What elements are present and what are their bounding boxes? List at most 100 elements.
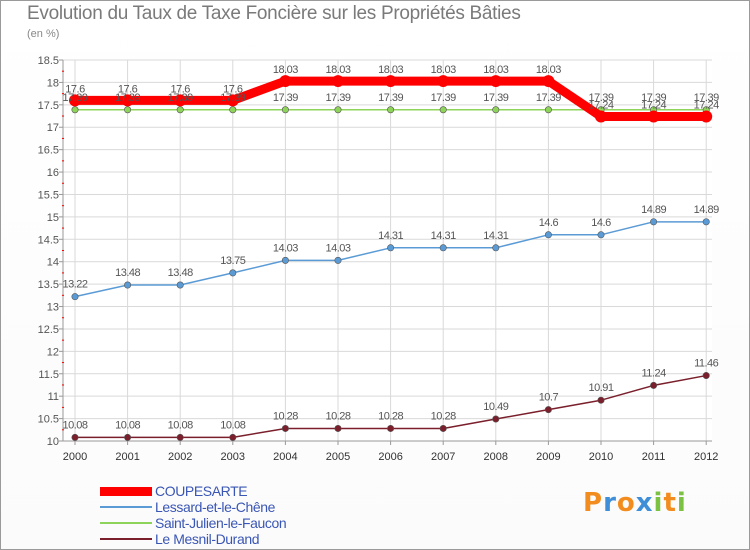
data-label: 14.03 bbox=[273, 242, 298, 254]
brand-letter: i bbox=[653, 488, 664, 518]
data-label: 17.39 bbox=[168, 92, 193, 104]
data-label: 17.39 bbox=[325, 92, 350, 104]
chart-title: Evolution du Taux de Taxe Foncière sur l… bbox=[27, 3, 521, 24]
data-point bbox=[650, 218, 658, 226]
data-label: 17.39 bbox=[378, 92, 403, 104]
x-tick-label: 2001 bbox=[115, 451, 139, 463]
data-label: 10.28 bbox=[273, 410, 298, 422]
x-tick-label: 2004 bbox=[273, 451, 297, 463]
data-point bbox=[492, 106, 500, 114]
data-point bbox=[334, 106, 342, 114]
data-label: 17.39 bbox=[273, 92, 298, 104]
brand-letter: r bbox=[603, 488, 617, 518]
data-point bbox=[700, 110, 713, 123]
data-label: 17.39 bbox=[641, 92, 666, 104]
data-label: 17.39 bbox=[588, 92, 613, 104]
data-label: 13.22 bbox=[62, 279, 87, 291]
y-tick-label: 15.5 bbox=[38, 189, 59, 201]
data-point bbox=[597, 231, 605, 239]
data-point bbox=[489, 75, 502, 88]
data-point bbox=[544, 106, 552, 114]
legend-item: COUPESARTE bbox=[100, 483, 400, 499]
y-tick-label: 16 bbox=[47, 167, 59, 179]
data-label: 17.6 bbox=[223, 83, 243, 95]
data-point bbox=[492, 415, 500, 423]
data-point bbox=[492, 244, 500, 252]
legend-item: Le Mesnil-Durand bbox=[100, 531, 400, 547]
data-label: 18.03 bbox=[536, 64, 561, 76]
y-tick-label: 14 bbox=[47, 257, 59, 269]
data-point bbox=[281, 256, 289, 264]
data-point bbox=[71, 433, 79, 441]
brand-letter: i bbox=[676, 488, 687, 518]
y-tick-label: 11 bbox=[48, 391, 59, 403]
y-tick-label: 14.5 bbox=[38, 234, 59, 246]
data-label: 10.28 bbox=[325, 410, 350, 422]
data-label: 14.31 bbox=[483, 230, 508, 242]
y-tick-label: 11.5 bbox=[38, 369, 59, 381]
data-point bbox=[332, 75, 344, 88]
data-label: 17.39 bbox=[115, 92, 140, 104]
data-point bbox=[226, 94, 239, 107]
y-tick-label: 17 bbox=[47, 122, 59, 134]
data-label: 14.03 bbox=[325, 242, 350, 254]
legend-swatch bbox=[100, 538, 152, 540]
data-point bbox=[281, 106, 289, 114]
data-point bbox=[176, 433, 184, 441]
y-tick-label: 16.5 bbox=[38, 145, 59, 157]
data-point bbox=[384, 75, 397, 88]
chart-legend: COUPESARTE Lessard-et-le-Chêne Saint-Julie… bbox=[100, 483, 400, 547]
data-point bbox=[439, 106, 447, 114]
data-point bbox=[387, 424, 395, 432]
data-label: 17.39 bbox=[483, 92, 508, 104]
data-point bbox=[595, 110, 607, 123]
data-label: 11.46 bbox=[694, 358, 719, 370]
data-point bbox=[437, 75, 450, 88]
data-label: 17.6 bbox=[65, 83, 85, 95]
data-point bbox=[334, 424, 342, 432]
data-point bbox=[544, 231, 552, 239]
brand-letter: o bbox=[616, 488, 636, 518]
data-point bbox=[124, 106, 132, 114]
data-label: 17.24 bbox=[694, 99, 719, 111]
data-point bbox=[387, 244, 395, 252]
data-point bbox=[702, 372, 710, 380]
legend-label: Le Mesnil-Durand bbox=[155, 531, 260, 547]
y-tick-label: 13 bbox=[47, 302, 59, 314]
data-point bbox=[281, 424, 289, 432]
legend-label: COUPESARTE bbox=[155, 483, 248, 499]
data-label: 10.08 bbox=[115, 419, 140, 431]
data-point bbox=[544, 406, 552, 414]
data-point bbox=[279, 75, 292, 88]
units-label: (en %) bbox=[27, 28, 60, 40]
data-point bbox=[334, 256, 342, 264]
legend-swatch bbox=[100, 522, 152, 524]
y-tick-label: 12.5 bbox=[38, 324, 59, 336]
data-label: 17.39 bbox=[536, 92, 561, 104]
data-label: 13.48 bbox=[168, 267, 193, 279]
data-point bbox=[176, 106, 184, 114]
x-tick-label: 2012 bbox=[694, 451, 718, 463]
data-point bbox=[597, 396, 605, 404]
data-label: 18.03 bbox=[483, 64, 508, 76]
legend-swatch bbox=[100, 486, 152, 496]
data-label: 14.6 bbox=[591, 217, 611, 229]
y-tick-label: 12 bbox=[47, 346, 59, 358]
data-label: 17.39 bbox=[62, 92, 87, 104]
data-label: 14.89 bbox=[641, 204, 666, 216]
data-point bbox=[439, 424, 447, 432]
data-point bbox=[176, 281, 184, 289]
data-label: 17.24 bbox=[641, 99, 666, 111]
legend-item: Lessard-et-le-Chêne bbox=[100, 499, 400, 515]
data-point bbox=[387, 106, 395, 114]
data-point bbox=[174, 94, 187, 107]
brand-letter: t bbox=[663, 488, 677, 518]
x-tick-label: 2011 bbox=[642, 451, 666, 463]
data-point bbox=[647, 110, 660, 123]
data-label: 10.28 bbox=[378, 410, 403, 422]
data-point bbox=[229, 433, 237, 441]
y-tick-label: 15 bbox=[47, 212, 59, 224]
x-tick-label: 2006 bbox=[378, 451, 402, 463]
data-label: 17.39 bbox=[431, 92, 456, 104]
